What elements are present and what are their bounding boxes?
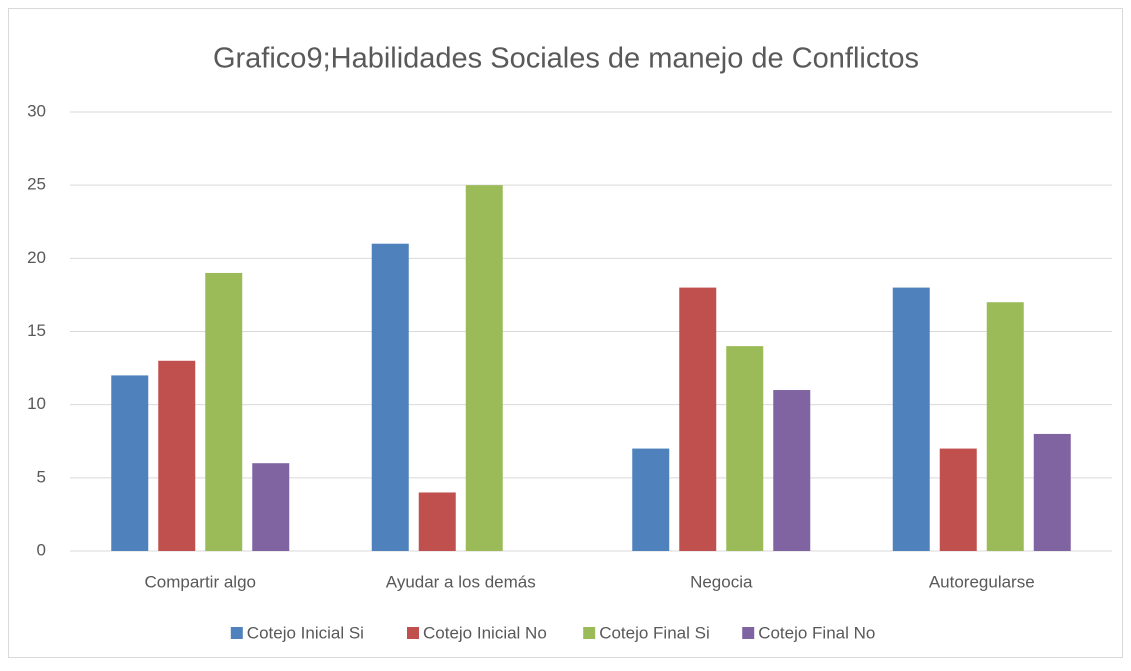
bar [371,243,409,551]
legend-label: Cotejo Final Si [599,623,710,642]
bar [252,463,290,551]
y-tick-label: 0 [37,540,46,559]
legend-swatch [742,627,755,639]
legend-label: Cotejo Inicial Si [247,623,364,642]
bar [939,448,977,551]
bar [418,492,456,551]
bar [632,448,670,551]
x-tick-label: Autoregularse [929,572,1035,591]
x-tick-label: Negocia [690,572,753,591]
y-tick-label: 30 [27,101,46,120]
bar [986,302,1024,551]
bar [158,360,196,551]
bar [679,287,717,551]
bar [111,375,149,551]
bar [773,390,811,551]
legend-label: Cotejo Final No [758,623,875,642]
bar [892,287,930,551]
chart-title: Grafico9;Habilidades Sociales de manejo … [213,43,919,75]
chart-border [8,8,1123,658]
x-tick-label: Compartir algo [145,572,257,591]
legend-label: Cotejo Inicial No [423,623,547,642]
y-tick-label: 20 [27,248,46,267]
bar [1033,433,1071,551]
legend-swatch [583,627,596,639]
y-tick-label: 25 [27,175,46,194]
legend-swatch [230,627,243,639]
bar [465,185,503,551]
y-tick-label: 10 [27,394,46,413]
bar [205,272,243,551]
legend-swatch [407,627,419,639]
x-tick-label: Ayudar a los demás [386,572,536,591]
y-tick-label: 15 [27,321,46,340]
bar [726,346,764,551]
y-tick-label: 5 [37,467,46,486]
